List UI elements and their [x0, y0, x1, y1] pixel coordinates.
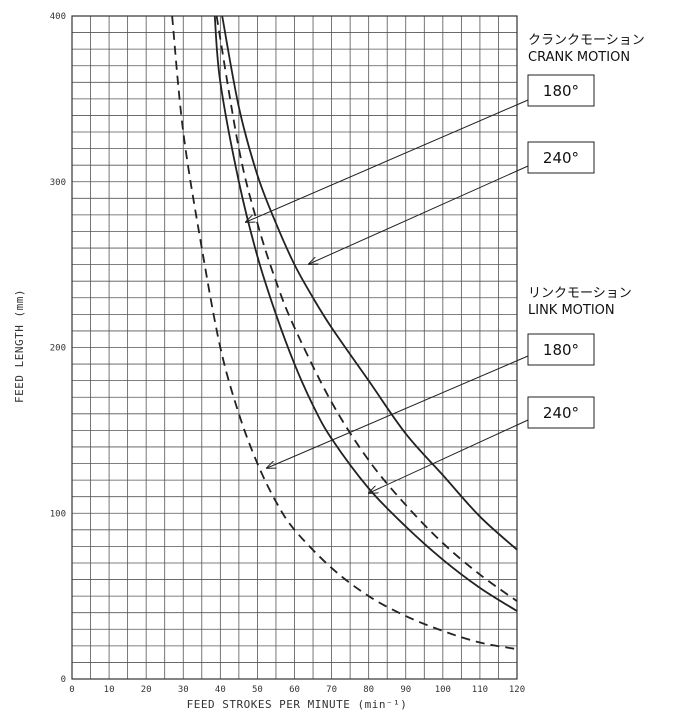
- crank-180-box: [527, 74, 595, 107]
- y-tick-label: 400: [50, 12, 66, 22]
- x-tick-label: 120: [509, 685, 525, 695]
- x-tick-label: 110: [472, 685, 488, 695]
- y-tick-label: 0: [61, 675, 66, 685]
- link-motion-annotation: リンクモーション LINK MOTION 180° 240°: [527, 286, 632, 429]
- x-tick-label: 40: [215, 685, 226, 695]
- link-motion-title-ja: リンクモーション: [528, 286, 632, 301]
- link-motion-title-en: LINK MOTION: [528, 303, 615, 318]
- y-tick-label: 200: [50, 344, 66, 354]
- callout-arrows: [246, 99, 529, 493]
- x-tick-label: 0: [69, 685, 74, 695]
- x-tick-label: 30: [178, 685, 189, 695]
- series-line-4: [171, 15, 518, 651]
- crank-motion-title-en: CRANK MOTION: [528, 50, 630, 65]
- link-240-label: 240°: [543, 404, 579, 422]
- link-180-box: [527, 333, 595, 366]
- crank-motion-annotation: クランクモーション CRANK MOTION 180° 240°: [527, 33, 645, 174]
- series-line-2: [221, 15, 518, 551]
- x-tick-label: 20: [141, 685, 152, 695]
- grid: [71, 15, 518, 680]
- x-tick-label: 10: [104, 685, 115, 695]
- link-180-arrow: [267, 355, 529, 468]
- series-line-1: [213, 15, 518, 612]
- crank-240-arrow: [309, 165, 529, 264]
- x-tick-label: 50: [252, 685, 263, 695]
- x-tick-label: 80: [363, 685, 374, 695]
- crank-240-label: 240°: [543, 149, 579, 167]
- curves: [171, 15, 518, 651]
- y-tick-label: 300: [50, 178, 66, 188]
- y-tick-label: 100: [50, 509, 66, 519]
- y-axis-label: FEED LENGTH (mm): [13, 289, 26, 403]
- series-line-3: [215, 15, 518, 602]
- link-240-box: [527, 396, 595, 429]
- link-240-arrow: [369, 419, 529, 493]
- x-tick-label: 70: [326, 685, 337, 695]
- tick-labels: 0 10 20 30 40 50 60 70 80 90 100 110 120 0 100 200 300 40…: [50, 12, 525, 695]
- x-axis-label: FEED STROKES PER MINUTE (min⁻¹): [187, 698, 408, 711]
- x-tick-label: 100: [435, 685, 451, 695]
- crank-240-box: [527, 141, 595, 174]
- crank-180-arrow: [246, 99, 529, 222]
- x-tick-label: 90: [400, 685, 411, 695]
- link-180-label: 180°: [543, 341, 579, 359]
- crank-180-label: 180°: [543, 82, 579, 100]
- x-tick-label: 60: [289, 685, 300, 695]
- plot-frame: [71, 15, 518, 680]
- crank-motion-title-ja: クランクモーション: [528, 33, 645, 48]
